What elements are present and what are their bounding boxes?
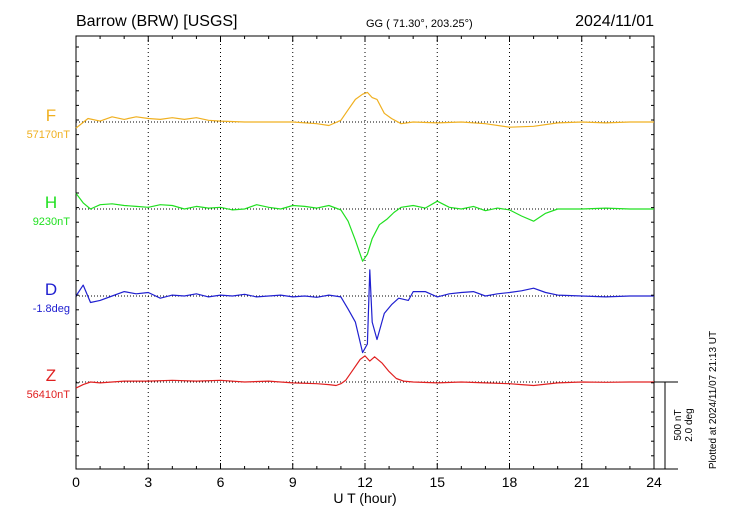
plot-date: 2024/11/01 [575,13,654,30]
traces [75,91,654,389]
station-coordinates: GG ( 71.30°, 203.25°) [366,18,473,30]
baseline-value-h: 9230nT [33,216,71,228]
x-axis-label: U T (hour) [333,490,396,506]
x-tick-label: 9 [289,474,297,490]
baselines [76,121,654,383]
baseline-value-d: -1.8deg [33,303,70,315]
scale-bar-nt: 500 nT [673,409,684,440]
channel-name-h: H [45,193,57,212]
x-tick-label: 6 [217,474,225,490]
x-tick-label: 15 [429,474,445,490]
channel-name-f: F [46,106,56,125]
x-tick-label: 18 [502,474,518,490]
channel-labels: F 57170nT H 9230nT D -1.8deg Z 56410nT [27,106,71,401]
plotted-timestamp: Plotted at 2024/11/07 21:13 UT [708,331,719,469]
trace-d [75,269,654,354]
trace-f [75,91,654,129]
station-title: Barrow (BRW) [USGS] [76,13,238,30]
time-grid [147,36,583,469]
trace-h [75,192,654,262]
x-tick-label: 3 [144,474,152,490]
scale-bar-deg: 2.0 deg [684,408,695,441]
baseline-value-z: 56410nT [27,389,71,401]
x-tick-label: 21 [574,474,590,490]
channel-name-d: D [45,280,57,299]
x-tick-label: 0 [72,474,80,490]
trace-z [75,355,654,389]
x-tick-label: 24 [646,474,662,490]
x-tick-label: 12 [357,474,373,490]
scale-bar: 500 nT 2.0 deg [654,381,695,470]
channel-name-z: Z [46,366,56,385]
x-axis-ticks: 0 3 6 9 12 15 18 21 24 [72,36,662,490]
baseline-value-f: 57170nT [27,129,71,141]
